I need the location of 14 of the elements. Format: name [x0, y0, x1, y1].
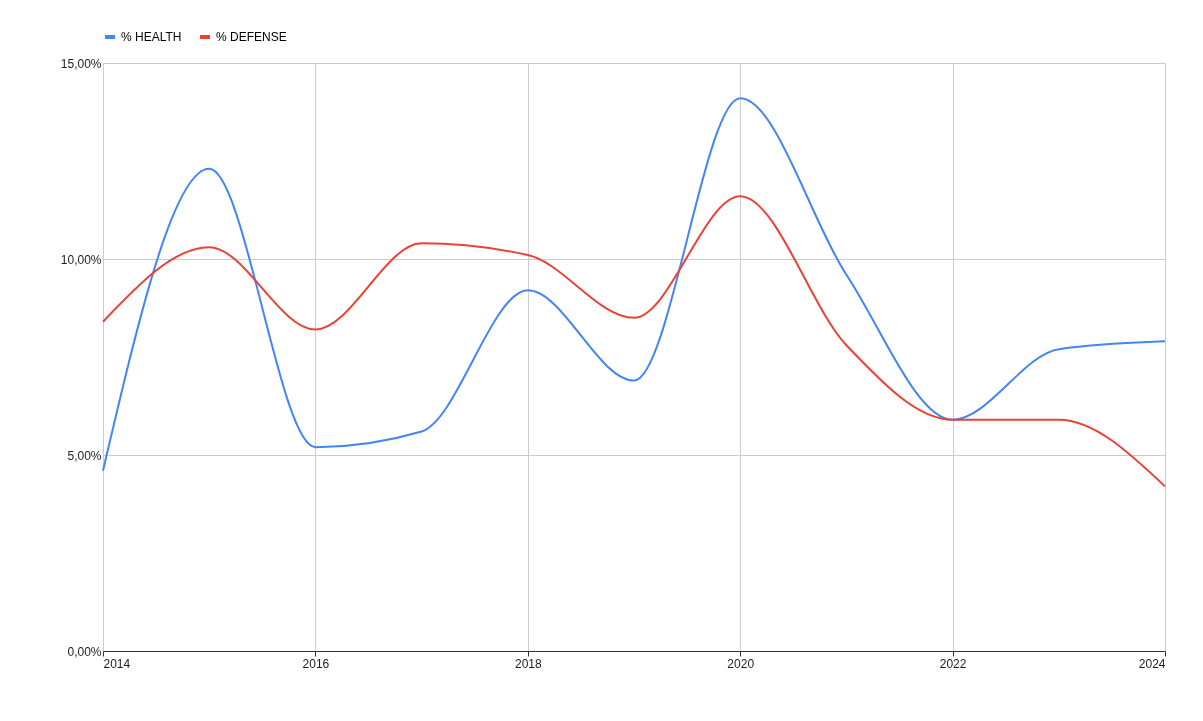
- x-tick-label: 2022: [939, 656, 967, 671]
- x-tick-label: 2016: [302, 656, 330, 671]
- line-series: [102, 97, 1166, 472]
- y-tick-label: 10,00%: [60, 252, 102, 267]
- y-tick-label: 15,00%: [60, 56, 102, 71]
- legend-label: % DEFENSE: [216, 30, 287, 44]
- y-tick-label: 5,00%: [67, 448, 102, 463]
- y-tick-label: 0,00%: [67, 644, 102, 659]
- x-tick-label: 2020: [727, 656, 755, 671]
- legend-label: % HEALTH: [121, 30, 182, 44]
- line-series: [102, 195, 1166, 488]
- x-tick-label: 2024: [1138, 656, 1166, 671]
- x-tick-label: 2018: [514, 656, 542, 671]
- x-tick-label: 2014: [103, 656, 131, 671]
